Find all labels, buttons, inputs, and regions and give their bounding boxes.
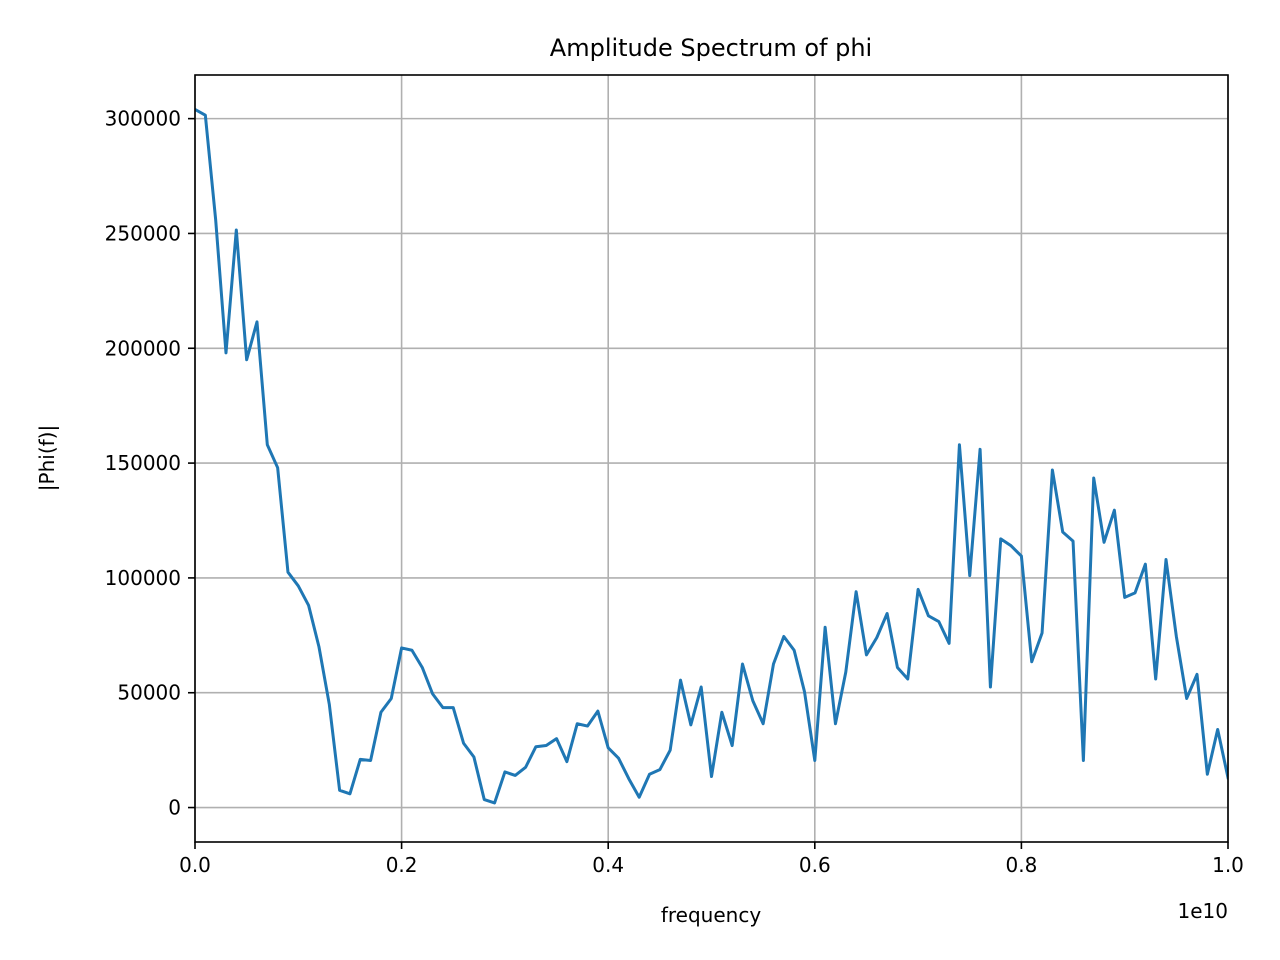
plot-frame (194, 74, 1229, 843)
x-tick-label: 0.8 (1005, 853, 1037, 877)
y-tick-label: 50000 (117, 681, 181, 705)
y-tick-label: 200000 (105, 336, 181, 360)
plot-area (195, 107, 1228, 805)
x-tick-label: 0.6 (799, 853, 831, 877)
series-group (195, 107, 1228, 805)
y-tick-label: 300000 (105, 107, 181, 131)
x-tick-label: 0.2 (386, 853, 418, 877)
y-tick-label: 250000 (105, 221, 181, 245)
x-tick-label: 0.0 (179, 853, 211, 877)
y-tick-label: 100000 (105, 566, 181, 590)
y-tick-label: 0 (168, 796, 181, 820)
y-axis: 0 50000 100000 150000 200000 250000 300000 (105, 107, 195, 820)
y-tick-label: 150000 (105, 451, 181, 475)
x-offset-text: 1e10 (1178, 899, 1228, 923)
x-tick-label: 1.0 (1212, 853, 1244, 877)
x-axis-label: frequency (661, 903, 761, 927)
x-tick-label: 0.4 (592, 853, 624, 877)
series-line (195, 107, 1228, 805)
x-axis: 0.0 0.2 0.4 0.6 0.8 1.0 (179, 842, 1244, 877)
y-axis-label: |Phi(f)| (35, 425, 59, 491)
chart-title: Amplitude Spectrum of phi (550, 34, 872, 62)
